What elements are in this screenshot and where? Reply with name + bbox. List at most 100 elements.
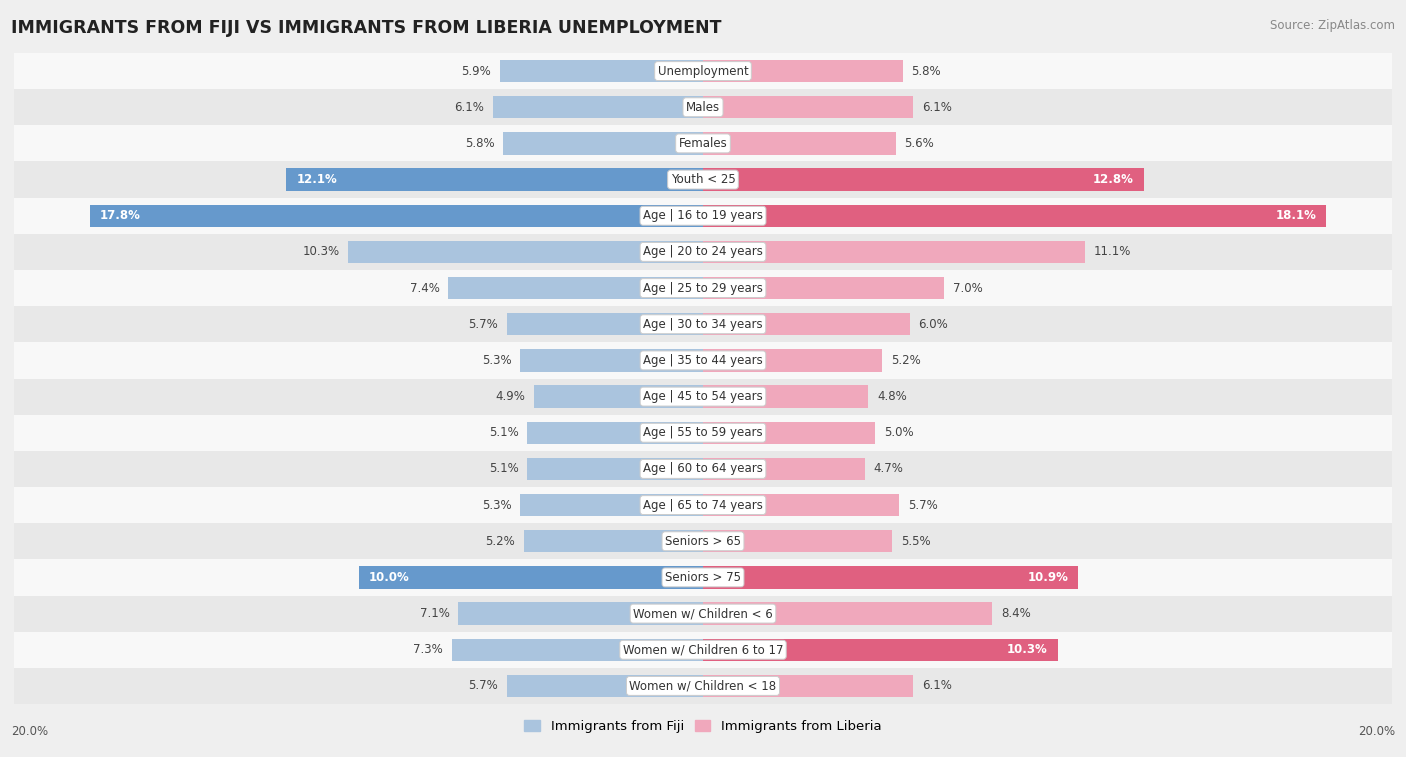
Text: Age | 30 to 34 years: Age | 30 to 34 years [643,318,763,331]
Text: Age | 16 to 19 years: Age | 16 to 19 years [643,209,763,223]
Bar [14,198,1392,234]
Text: 7.0%: 7.0% [953,282,983,294]
Text: 5.0%: 5.0% [884,426,914,439]
Bar [506,674,703,697]
Text: Seniors > 65: Seniors > 65 [665,534,741,548]
Text: 20.0%: 20.0% [11,725,48,738]
Bar [703,422,875,444]
Bar [14,487,1392,523]
Bar [14,342,1392,378]
Text: 4.7%: 4.7% [873,463,904,475]
Text: 5.7%: 5.7% [468,680,498,693]
Text: Seniors > 75: Seniors > 75 [665,571,741,584]
Text: 7.4%: 7.4% [409,282,440,294]
Bar [703,530,893,553]
Bar [703,313,910,335]
Text: Women w/ Children 6 to 17: Women w/ Children 6 to 17 [623,643,783,656]
Text: 5.1%: 5.1% [489,426,519,439]
Text: 7.1%: 7.1% [420,607,450,620]
Text: 6.0%: 6.0% [918,318,948,331]
Bar [703,168,1144,191]
Bar [524,530,703,553]
Bar [451,639,703,661]
Text: IMMIGRANTS FROM FIJI VS IMMIGRANTS FROM LIBERIA UNEMPLOYMENT: IMMIGRANTS FROM FIJI VS IMMIGRANTS FROM … [11,19,721,37]
Text: 5.1%: 5.1% [489,463,519,475]
Bar [703,349,882,372]
Bar [703,385,869,408]
Bar [703,241,1085,263]
Bar [14,596,1392,631]
Text: 12.8%: 12.8% [1092,173,1133,186]
Bar [703,132,896,154]
Bar [14,126,1392,161]
Text: Unemployment: Unemployment [658,64,748,77]
Text: 4.9%: 4.9% [496,390,526,403]
Text: 5.3%: 5.3% [482,499,512,512]
Text: 6.1%: 6.1% [922,680,952,693]
Legend: Immigrants from Fiji, Immigrants from Liberia: Immigrants from Fiji, Immigrants from Li… [524,720,882,734]
Bar [703,60,903,83]
Text: 11.1%: 11.1% [1094,245,1132,258]
Text: 5.3%: 5.3% [482,354,512,367]
Bar [506,313,703,335]
Bar [14,559,1392,596]
Bar [494,96,703,118]
Text: Age | 20 to 24 years: Age | 20 to 24 years [643,245,763,258]
Text: 10.3%: 10.3% [1007,643,1047,656]
Text: 20.0%: 20.0% [1358,725,1395,738]
Bar [14,523,1392,559]
Text: Age | 35 to 44 years: Age | 35 to 44 years [643,354,763,367]
Bar [14,378,1392,415]
Text: 4.8%: 4.8% [877,390,907,403]
Bar [14,89,1392,126]
Text: Males: Males [686,101,720,114]
Bar [14,451,1392,487]
Bar [14,234,1392,270]
Bar [703,603,993,625]
Text: Age | 65 to 74 years: Age | 65 to 74 years [643,499,763,512]
Bar [527,458,703,480]
Bar [703,458,865,480]
Text: 12.1%: 12.1% [297,173,337,186]
Text: Age | 60 to 64 years: Age | 60 to 64 years [643,463,763,475]
Bar [14,161,1392,198]
Text: 7.3%: 7.3% [413,643,443,656]
Text: 5.6%: 5.6% [904,137,934,150]
Bar [458,603,703,625]
Text: 6.1%: 6.1% [454,101,484,114]
Bar [703,566,1078,589]
Bar [520,349,703,372]
Text: 5.2%: 5.2% [891,354,921,367]
Text: 8.4%: 8.4% [1001,607,1031,620]
Text: 10.9%: 10.9% [1028,571,1069,584]
Bar [703,204,1326,227]
Text: Source: ZipAtlas.com: Source: ZipAtlas.com [1270,19,1395,32]
Bar [359,566,703,589]
Bar [90,204,703,227]
Text: 10.0%: 10.0% [368,571,409,584]
Text: 6.1%: 6.1% [922,101,952,114]
Text: Youth < 25: Youth < 25 [671,173,735,186]
Bar [14,53,1392,89]
Bar [703,674,912,697]
Bar [349,241,703,263]
Bar [534,385,703,408]
Bar [703,494,900,516]
Bar [287,168,703,191]
Bar [703,96,912,118]
Bar [527,422,703,444]
Text: 5.7%: 5.7% [468,318,498,331]
Bar [449,277,703,299]
Bar [503,132,703,154]
Bar [703,639,1057,661]
Text: 10.3%: 10.3% [302,245,340,258]
Text: 5.2%: 5.2% [485,534,515,548]
Bar [520,494,703,516]
Bar [14,306,1392,342]
Bar [14,668,1392,704]
Text: Age | 25 to 29 years: Age | 25 to 29 years [643,282,763,294]
Text: 5.7%: 5.7% [908,499,938,512]
Text: 18.1%: 18.1% [1275,209,1316,223]
Text: 5.5%: 5.5% [901,534,931,548]
Text: Women w/ Children < 6: Women w/ Children < 6 [633,607,773,620]
